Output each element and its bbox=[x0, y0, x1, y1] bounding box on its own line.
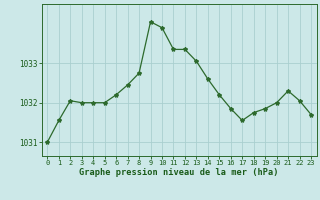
X-axis label: Graphe pression niveau de la mer (hPa): Graphe pression niveau de la mer (hPa) bbox=[79, 168, 279, 177]
